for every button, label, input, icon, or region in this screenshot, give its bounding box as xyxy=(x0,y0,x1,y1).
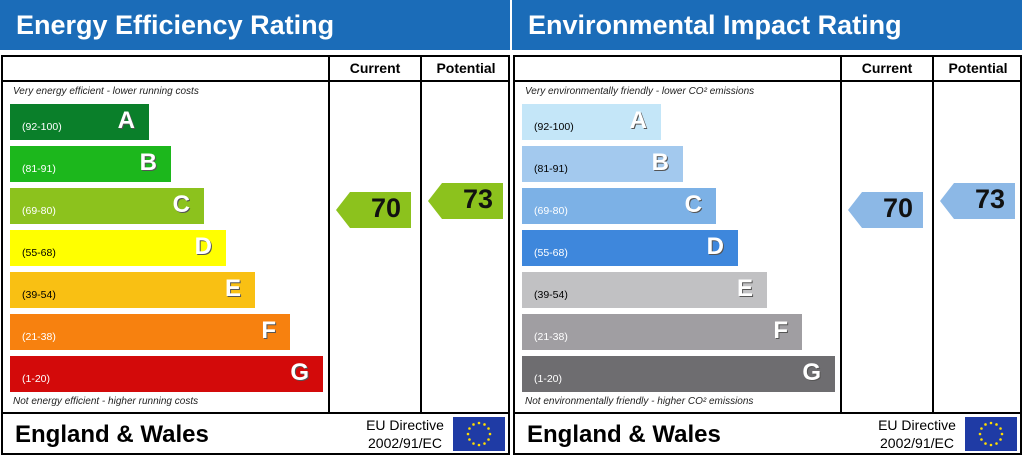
band-range: (1-20) xyxy=(22,373,51,385)
band-range: (55-68) xyxy=(534,247,568,259)
band-letter: E xyxy=(736,275,753,302)
panel-title: Environmental Impact Rating xyxy=(512,0,1022,50)
arrow-shape xyxy=(428,183,503,219)
rating-band-a: (92-100) A xyxy=(522,104,661,140)
band-letter: F xyxy=(261,317,276,344)
top-note: Very environmentally friendly - lower CO… xyxy=(525,86,755,97)
bottom-note: Not environmentally friendly - higher CO… xyxy=(525,396,754,407)
rating-band-b: (81-91) B xyxy=(522,146,683,182)
eu-directive: EU Directive 2002/91/EC xyxy=(355,416,455,452)
band-letter: E xyxy=(224,275,241,302)
bottom-note: Not energy efficient - higher running co… xyxy=(13,396,199,407)
band-letter: F xyxy=(773,317,788,344)
band-range: (21-38) xyxy=(22,331,56,343)
column-divider xyxy=(932,57,934,412)
rating-band-d: (55-68) D xyxy=(10,230,226,266)
column-header-potential: Potential xyxy=(948,60,1008,76)
footer-divider xyxy=(3,412,508,414)
band-letter: B xyxy=(139,149,157,176)
region-label: England & Wales xyxy=(527,421,721,448)
environmental-impact-panel: Environmental Impact Rating Current Potent… xyxy=(512,0,1024,457)
rating-band-e: (39-54) E xyxy=(522,272,767,308)
directive-line-2: 2002/91/EC xyxy=(368,435,442,451)
column-divider xyxy=(328,57,330,412)
band-letter: D xyxy=(194,233,212,260)
rating-band-g: (1-20) G xyxy=(522,356,835,392)
eu-flag-icon xyxy=(453,417,505,451)
band-letter: C xyxy=(172,191,190,218)
band-letter: G xyxy=(290,359,309,386)
column-header-current: Current xyxy=(349,60,401,76)
directive-line-1: EU Directive xyxy=(878,417,956,433)
arrow-shape xyxy=(848,192,923,228)
band-range: (92-100) xyxy=(22,121,62,133)
band-range: (69-80) xyxy=(534,205,568,217)
header-divider xyxy=(3,80,508,82)
band-letter: D xyxy=(706,233,724,260)
rating-table: Current Potential Very environmentally fri… xyxy=(513,55,1022,455)
directive-line-1: EU Directive xyxy=(366,417,444,433)
column-header-potential: Potential xyxy=(436,60,496,76)
band-range: (21-38) xyxy=(534,331,568,343)
rating-band-g: (1-20) G xyxy=(10,356,323,392)
potential-rating-arrow: 73 xyxy=(940,183,1015,219)
band-range: (81-91) xyxy=(534,163,568,175)
band-letter: C xyxy=(684,191,702,218)
band-range: (81-91) xyxy=(22,163,56,175)
rating-band-e: (39-54) E xyxy=(10,272,255,308)
band-range: (39-54) xyxy=(534,289,568,301)
band-letter: G xyxy=(802,359,821,386)
eu-directive: EU Directive 2002/91/EC xyxy=(867,416,967,452)
directive-line-2: 2002/91/EC xyxy=(880,435,954,451)
band-letter: A xyxy=(629,107,647,134)
header-divider xyxy=(515,80,1020,82)
panel-title: Energy Efficiency Rating xyxy=(0,0,510,50)
energy-efficiency-panel: Energy Efficiency Rating Current Potential… xyxy=(0,0,510,455)
eu-flag-icon xyxy=(965,417,1017,451)
band-range: (92-100) xyxy=(534,121,574,133)
band-range: (69-80) xyxy=(22,205,56,217)
band-range: (55-68) xyxy=(22,247,56,259)
region-label: England & Wales xyxy=(15,421,209,448)
rating-band-f: (21-38) F xyxy=(522,314,802,350)
rating-band-d: (55-68) D xyxy=(522,230,738,266)
potential-rating-value: 73 xyxy=(974,184,1005,214)
rating-band-b: (81-91) B xyxy=(10,146,171,182)
current-rating-arrow: 70 xyxy=(336,192,411,228)
current-rating-value: 70 xyxy=(370,193,401,223)
rating-band-c: (69-80) C xyxy=(522,188,716,224)
band-range: (39-54) xyxy=(22,289,56,301)
rating-band-c: (69-80) C xyxy=(10,188,204,224)
potential-rating-value: 73 xyxy=(462,184,493,214)
band-letter: A xyxy=(117,107,135,134)
arrow-shape xyxy=(940,183,1015,219)
band-letter: B xyxy=(651,149,669,176)
current-rating-arrow: 70 xyxy=(848,192,923,228)
column-divider xyxy=(840,57,842,412)
top-note: Very energy efficient - lower running co… xyxy=(13,86,199,97)
rating-table: Current Potential Very energy efficient - … xyxy=(1,55,510,455)
band-range: (1-20) xyxy=(534,373,563,385)
rating-band-f: (21-38) F xyxy=(10,314,290,350)
arrow-shape xyxy=(336,192,411,228)
column-header-current: Current xyxy=(861,60,913,76)
rating-band-a: (92-100) A xyxy=(10,104,149,140)
potential-rating-arrow: 73 xyxy=(428,183,503,219)
footer-divider xyxy=(515,412,1020,414)
current-rating-value: 70 xyxy=(882,193,913,223)
column-divider xyxy=(420,57,422,412)
